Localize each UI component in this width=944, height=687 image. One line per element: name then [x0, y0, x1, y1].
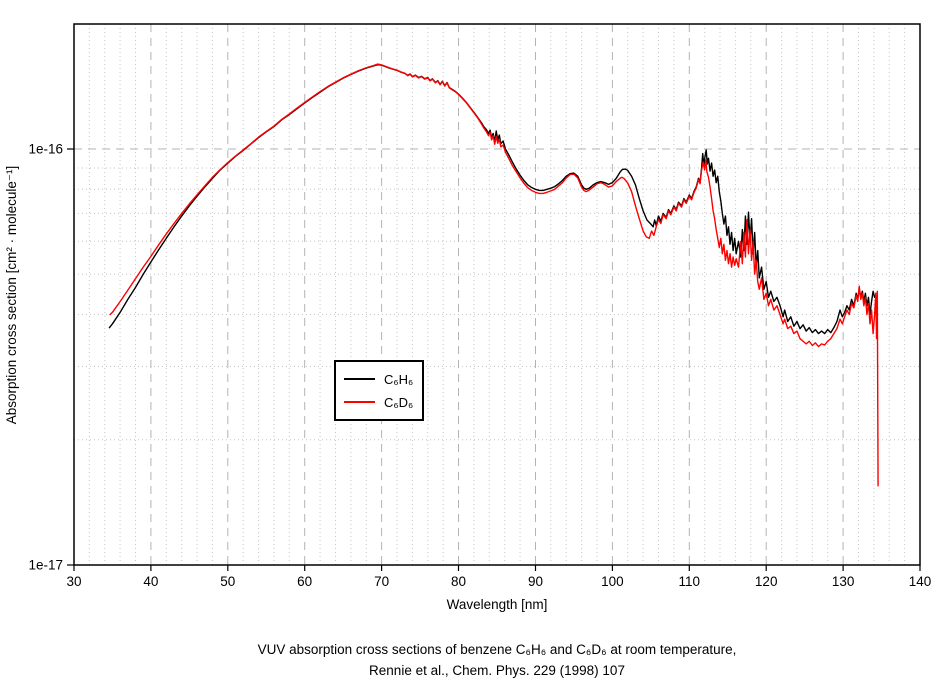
x-tick-label: 50	[220, 574, 235, 589]
x-tick-label: 60	[297, 574, 312, 589]
x-tick-label: 140	[909, 574, 932, 589]
x-tick-label: 80	[451, 574, 466, 589]
y-axis-title: Absorption cross section [cm² · molecule…	[4, 166, 19, 424]
caption-line-1: VUV absorption cross sections of benzene…	[257, 642, 737, 657]
legend-entry-c6h6: C₆H₆	[336, 368, 422, 391]
caption: VUV absorption cross sections of benzene…	[74, 639, 920, 681]
x-tick-label: 70	[374, 574, 389, 589]
legend: C₆H₆ C₆D₆	[334, 360, 424, 421]
c6h6-line-swatch	[344, 378, 375, 380]
x-tick-label: 110	[679, 574, 701, 589]
x-tick-label: 90	[528, 574, 543, 589]
c6d6-line-swatch	[344, 401, 375, 403]
y-tick-label: 1e-16	[28, 142, 63, 157]
y-tick-label: 1e-17	[28, 558, 63, 573]
x-tick-label: 120	[755, 574, 778, 589]
series-c6d6-line	[109, 63, 879, 487]
x-tick-label: 30	[66, 574, 81, 589]
series-c6h6-line	[108, 63, 876, 335]
legend-label-c6h6: C₆H₆	[384, 371, 414, 387]
absorption-cross-section-chart: 30 40 50 60 70 80 90 100 110 120 130 140 1e-16 1e-17 W…	[4, 23, 932, 612]
caption-line-2: Rennie et al., Chem. Phys. 229 (1998) 10…	[369, 663, 625, 678]
x-tick-label: 100	[601, 574, 624, 589]
legend-label-c6d6: C₆D₆	[384, 394, 414, 410]
x-axis-title: Wavelength [nm]	[447, 597, 548, 612]
plot-border	[73, 23, 921, 566]
x-tick-label: 40	[143, 574, 158, 589]
x-tick-label: 130	[832, 574, 855, 589]
legend-entry-c6d6: C₆D₆	[336, 391, 422, 414]
